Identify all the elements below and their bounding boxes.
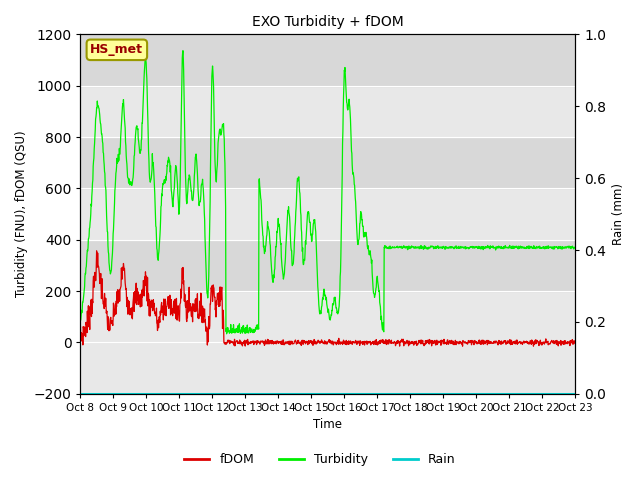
Bar [81, 240, 575, 291]
Bar [81, 291, 575, 342]
Bar [81, 86, 575, 137]
Y-axis label: Rain (mm): Rain (mm) [612, 183, 625, 245]
Bar [81, 137, 575, 188]
Legend: fDOM, Turbidity, Rain: fDOM, Turbidity, Rain [179, 448, 461, 471]
Bar [81, 188, 575, 240]
Title: EXO Turbidity + fDOM: EXO Turbidity + fDOM [252, 15, 404, 29]
Text: HS_met: HS_met [90, 43, 143, 56]
Bar [81, 35, 575, 86]
X-axis label: Time: Time [314, 419, 342, 432]
Y-axis label: Turbidity (FNU), fDOM (QSU): Turbidity (FNU), fDOM (QSU) [15, 131, 28, 298]
